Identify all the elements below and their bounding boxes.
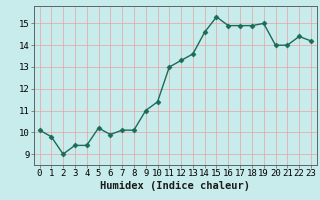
X-axis label: Humidex (Indice chaleur): Humidex (Indice chaleur)	[100, 181, 250, 191]
